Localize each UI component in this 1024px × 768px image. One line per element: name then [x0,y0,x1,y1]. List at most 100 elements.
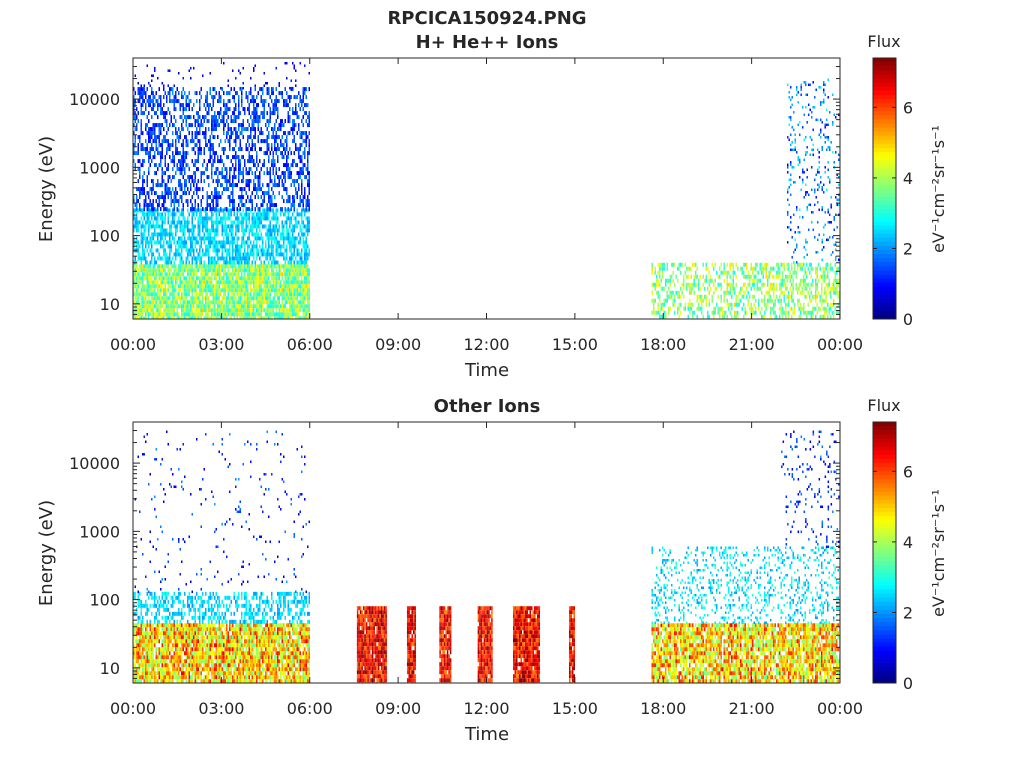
data-cell [305,119,307,124]
data-cell [158,87,160,92]
data-cell [275,171,277,176]
data-cell [166,111,168,116]
data-cell [254,312,256,317]
data-cell [260,316,262,319]
data-cell [199,264,201,269]
data-cell [215,151,217,156]
data-cell [808,286,811,291]
data-cell [230,236,232,241]
data-cell [236,155,238,160]
data-cell [236,91,238,96]
data-cell [205,216,207,221]
data-cell [217,244,219,249]
data-cell [140,208,142,213]
data-cell [301,268,303,273]
data-cell [148,252,150,257]
data-cell [188,280,190,285]
data-cell [780,262,782,267]
data-cell [730,314,733,319]
data-cell [751,278,754,283]
data-cell [172,216,174,221]
data-cell [221,191,223,196]
data-cell [211,171,213,176]
data-cell [167,284,169,289]
data-cell [260,167,262,172]
data-cell [287,195,289,200]
data-cell [793,270,796,275]
data-cell [142,187,144,192]
data-cell [736,266,739,271]
data-cell [289,236,291,241]
data-cell [169,316,171,319]
data-cell [245,167,247,172]
data-cell [238,111,240,116]
data-cell [215,288,217,293]
data-cell [301,167,303,172]
data-cell [167,167,169,172]
data-cell [158,252,160,257]
data-cell [233,280,235,285]
data-cell [157,256,159,261]
data-cell [149,312,151,317]
data-cell [308,252,310,257]
data-cell [269,308,271,313]
data-cell [148,81,150,85]
data-cell [250,147,252,152]
data-cell [169,240,171,245]
data-cell [230,256,232,261]
data-cell [272,304,274,309]
data-cell [154,280,156,285]
data-cell [293,111,295,116]
data-cell [163,268,165,273]
data-cell [726,286,728,291]
data-cell [236,268,238,273]
data-cell [170,179,172,184]
data-cell [757,270,760,275]
data-cell [748,278,751,283]
data-cell [281,252,283,257]
data-cell [179,228,181,233]
data-cell [197,252,199,257]
data-cell [136,304,138,309]
data-cell [292,123,294,128]
data-cell [304,155,306,160]
data-cell [226,175,228,180]
data-cell [266,300,268,305]
data-cell [146,300,148,305]
data-cell [284,280,286,285]
data-cell [193,212,195,217]
data-cell [275,87,277,92]
data-cell [269,199,271,204]
data-cell [308,224,310,229]
data-cell [759,278,761,283]
data-cell [181,256,183,261]
data-cell [747,270,749,275]
data-cell [239,123,241,128]
data-cell [161,316,163,319]
data-cell [206,288,208,293]
data-cell [137,151,139,156]
data-cell [750,262,752,267]
data-cell [271,91,273,96]
data-cell [762,270,764,275]
data-cell [263,84,265,87]
data-cell [170,191,172,196]
data-cell [302,87,304,92]
data-cell [140,187,142,192]
data-cell [304,244,306,249]
data-cell [278,191,280,196]
data-cell [754,274,757,279]
data-cell [256,232,258,237]
data-cell [301,119,303,124]
data-cell [301,284,303,289]
data-cell [274,272,276,277]
data-cell [262,208,264,213]
data-cell [184,280,186,285]
data-cell [139,87,141,92]
data-cell [154,111,156,116]
data-cell [242,288,244,293]
data-cell [155,248,157,253]
data-cell [696,306,698,311]
data-cell [256,155,258,160]
data-cell [188,167,190,172]
